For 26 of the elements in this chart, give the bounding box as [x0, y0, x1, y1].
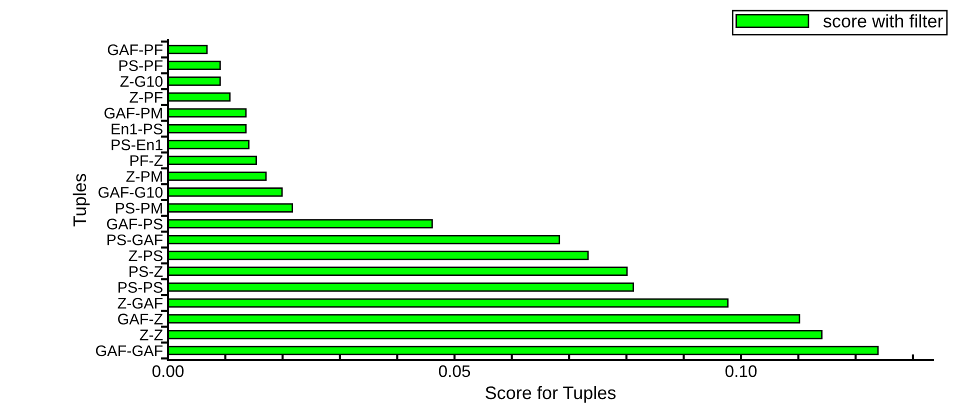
- y-tick-label: Z-G10: [120, 76, 163, 87]
- y-tick-label: GAF-Z: [118, 314, 163, 324]
- x-tick-label: 0.10: [725, 365, 757, 378]
- y-tick-label: Z-GAF: [118, 298, 163, 309]
- y-tick-label: PS-PS: [118, 282, 162, 293]
- y-axis-title: Tuples: [72, 174, 90, 226]
- y-tick-label: PF-Z: [130, 155, 163, 166]
- y-tick-label: PS-Z: [130, 266, 163, 277]
- y-tick-label: PS-GAF: [108, 234, 163, 246]
- x-tick-label: 0.00: [152, 365, 184, 378]
- y-tick-label: GAF-G10: [98, 186, 163, 198]
- y-tick-label: GAF-PF: [108, 44, 163, 56]
- x-tick-label: 0.05: [438, 365, 470, 378]
- y-tick-label: PS-PF: [119, 60, 163, 72]
- y-tick-label: PS-En1: [112, 139, 162, 150]
- y-tick-label: PS-PM: [116, 202, 162, 214]
- y-tick-label: Z-PS: [128, 250, 162, 262]
- y-tick-label: GAF-PM: [104, 108, 162, 119]
- y-tick-label: Z-PF: [130, 92, 163, 103]
- y-tick-label: En1-PS: [112, 124, 162, 134]
- y-tick-label: Z-Z: [140, 330, 163, 340]
- y-tick-label: GAF-GAF: [96, 345, 163, 356]
- y-tick-label: GAF-PS: [107, 218, 162, 230]
- x-axis-title: Score for Tuples: [486, 386, 616, 403]
- legend-label: score with filter: [823, 14, 944, 28]
- y-tick-label: Z-PM: [126, 171, 162, 182]
